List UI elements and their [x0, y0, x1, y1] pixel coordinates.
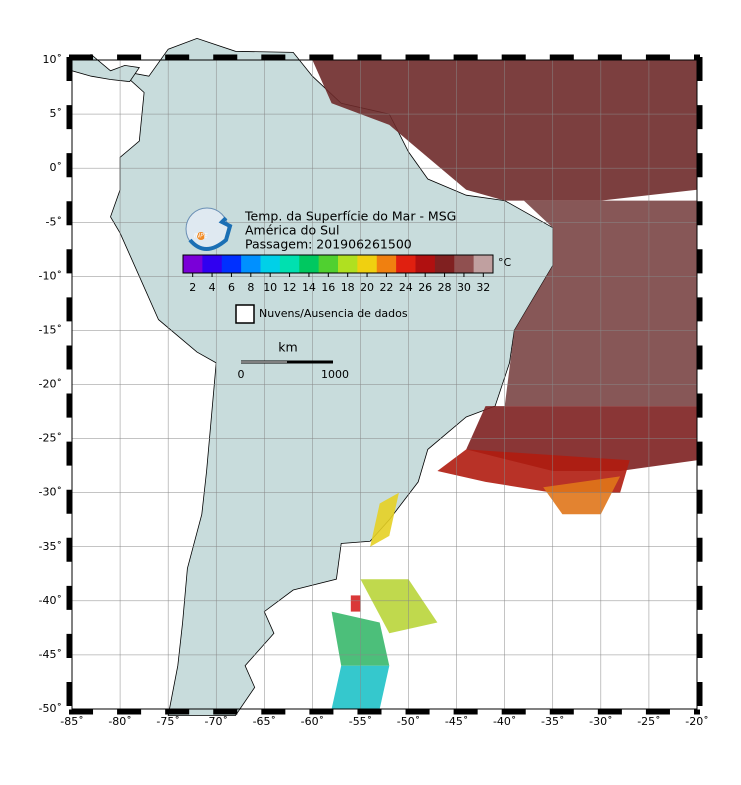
colorbar-cell: [386, 255, 397, 273]
colorbar-cell: [454, 255, 465, 273]
colorbar-label: 22: [379, 281, 393, 294]
x-tick-label: -75˚: [156, 715, 179, 728]
colorbar-cell: [415, 255, 426, 273]
x-tick-label: -20˚: [685, 715, 708, 728]
subtitle: América do Sul: [245, 223, 339, 238]
colorbar-label: 2: [189, 281, 196, 294]
colorbar-cell: [231, 255, 242, 273]
central-america: [71, 54, 140, 83]
x-tick-label: -35˚: [541, 715, 564, 728]
colorbar-label: 12: [283, 281, 297, 294]
frame-border: [71, 59, 698, 710]
colorbar-unit: °C: [498, 256, 512, 269]
colorbar-cell: [241, 255, 252, 273]
colorbar-label: 16: [321, 281, 335, 294]
colorbar-label: 30: [457, 281, 471, 294]
colorbar-cell: [270, 255, 281, 273]
colorbar: 2 4 6 8 10 12 14 16 18 20 22 24 26 28 30 32: [182, 254, 494, 294]
colorbar-cell: [347, 255, 358, 273]
colorbar-cell: [289, 255, 300, 273]
y-tick-label: -45˚: [39, 648, 62, 661]
y-tick-label: -20˚: [39, 378, 62, 391]
x-tick-label: -55˚: [349, 715, 372, 728]
colorbar-cell: [318, 255, 329, 273]
x-tick-label: -50˚: [397, 715, 420, 728]
x-tick-label: -40˚: [493, 715, 516, 728]
colorbar-cell: [376, 255, 387, 273]
colorbar-cell: [396, 255, 407, 273]
colorbar-cell: [338, 255, 349, 273]
y-tick-label: -25˚: [39, 432, 62, 445]
colorbar-label: 6: [228, 281, 235, 294]
colorbar-cell: [405, 255, 416, 273]
scale-label: 1000: [321, 368, 349, 381]
colorbar-label: 18: [341, 281, 355, 294]
x-tick-label: -60˚: [301, 715, 324, 728]
sst-patch: [370, 492, 399, 547]
y-tick-label: 5˚: [50, 107, 63, 120]
x-tick-label: -45˚: [445, 715, 468, 728]
colorbar-label: 14: [302, 281, 316, 294]
scale-unit: km: [278, 340, 297, 355]
colorbar-label: 8: [247, 281, 254, 294]
colorbar-label: 10: [263, 281, 277, 294]
colorbar-label: 26: [418, 281, 432, 294]
colorbar-label: 24: [399, 281, 413, 294]
colorbar-cell: [483, 255, 494, 273]
colorbar-cell: [425, 255, 436, 273]
logo-arrow: [188, 216, 233, 251]
colorbar-cell: [308, 255, 320, 273]
colorbar-cell: [202, 255, 213, 273]
y-tick-label: -40˚: [39, 594, 62, 607]
colorbar-cell: [279, 255, 291, 273]
x-tick-label: -85˚: [60, 715, 83, 728]
legend-label: Nuvens/Ausencia de dados: [259, 307, 408, 320]
y-tick-label: -15˚: [39, 323, 62, 336]
colorbar-cell: [473, 255, 484, 273]
y-tick-label: -50˚: [39, 702, 62, 715]
x-tick-label: -25˚: [637, 715, 660, 728]
logo-dot: [197, 232, 205, 240]
colorbar-cell: [328, 255, 339, 273]
y-tick-label: 0˚: [50, 161, 63, 174]
y-tick-label: -10˚: [39, 269, 62, 282]
x-tick-label: -70˚: [204, 715, 227, 728]
frame: [66, 54, 703, 715]
colorbar-cell: [299, 255, 310, 273]
colorbar-cell: [357, 255, 368, 273]
colorbar-border: [182, 254, 494, 274]
colorbar-cell: [463, 255, 475, 273]
colorbar-label: 32: [476, 281, 490, 294]
colorbar-label: 20: [360, 281, 374, 294]
colorbar-label: 4: [209, 281, 216, 294]
colorbar-cell: [212, 255, 223, 273]
colorbar-cell: [444, 255, 455, 273]
colorbar-cell: [192, 255, 203, 273]
colorbar-cell: [183, 255, 194, 273]
colorbar-label: 28: [438, 281, 452, 294]
title: Temp. da Superfície do Mar - MSG: [244, 209, 456, 224]
x-tick-label: -30˚: [589, 715, 612, 728]
sst-patch: [360, 579, 438, 634]
colorbar-cell: [250, 255, 261, 273]
y-tick-label: -30˚: [39, 486, 62, 499]
x-tick-label: -80˚: [108, 715, 131, 728]
pass: Passagem: 201906261500: [245, 237, 412, 252]
x-tick-label: -65˚: [253, 715, 276, 728]
colorbar-cell: [434, 255, 446, 273]
y-tick-label: 10˚: [43, 53, 63, 66]
colorbar-cell: [367, 255, 378, 273]
logo-text: INPE: [194, 233, 208, 240]
scale-label: 0: [238, 368, 245, 381]
colorbar-cell: [221, 255, 232, 273]
y-tick-label: -5˚: [46, 215, 62, 228]
logo: INPE: [185, 207, 233, 251]
sst-patch: [350, 595, 361, 612]
y-tick-label: -35˚: [39, 540, 62, 553]
colorbar-cell: [260, 255, 271, 273]
legend-swatch: [235, 304, 255, 324]
